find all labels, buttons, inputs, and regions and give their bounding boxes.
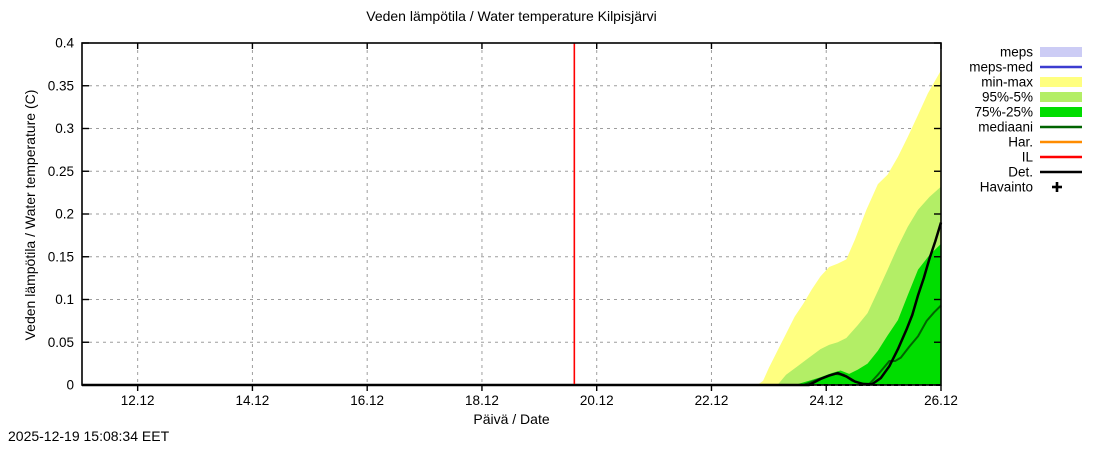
x-tick-label: 20.12 — [580, 393, 614, 408]
y-axis-label: Veden lämpötila / Water temperature (C) — [22, 89, 38, 341]
line-Det. — [82, 222, 943, 387]
x-tick-label: 24.12 — [809, 393, 843, 408]
legend-swatch-band — [1040, 107, 1082, 117]
y-tick-label: 0.4 — [55, 36, 74, 51]
legend-label-Har.: Har. — [1008, 135, 1033, 150]
legend-label-meps-med: meps-med — [969, 60, 1033, 75]
x-tick-label: 22.12 — [695, 393, 729, 408]
x-tick-label: 16.12 — [350, 393, 384, 408]
x-axis-label: Päivä / Date — [473, 411, 550, 427]
y-tick-label: 0.15 — [48, 249, 74, 264]
legend-label-95%-5%: 95%-5% — [982, 90, 1033, 105]
y-tick-label: 0.1 — [55, 292, 74, 307]
legend-label-min-max: min-max — [981, 75, 1033, 90]
y-tick-label: 0.2 — [55, 207, 74, 222]
legend-swatch-band — [1040, 47, 1082, 57]
legend-swatch-band — [1040, 77, 1082, 87]
y-tick-label: 0.05 — [48, 335, 74, 350]
band-95%-5% — [82, 186, 941, 385]
band-min-max — [82, 70, 941, 386]
legend-label-75%-25%: 75%-25% — [974, 105, 1033, 120]
y-tick-label: 0.25 — [48, 164, 74, 179]
chart-title: Veden lämpötila / Water temperature Kilp… — [366, 8, 657, 24]
legend-label-meps: meps — [1000, 45, 1033, 60]
legend-label-IL: IL — [1022, 150, 1034, 165]
legend-label-Det.: Det. — [1008, 165, 1033, 180]
y-tick-label: 0.3 — [55, 121, 74, 136]
x-tick-label: 18.12 — [465, 393, 499, 408]
legend-label-mediaani: mediaani — [978, 120, 1033, 135]
x-tick-label: 14.12 — [236, 393, 270, 408]
x-tick-label: 26.12 — [924, 393, 958, 408]
legend-swatch-band — [1040, 92, 1082, 102]
x-tick-label: 12.12 — [121, 393, 155, 408]
legend-label-Havainto: Havainto — [980, 180, 1033, 195]
y-tick-label: 0.35 — [48, 78, 74, 93]
y-tick-label: 0 — [66, 378, 74, 393]
legend-swatch-plus-marker — [1052, 182, 1062, 192]
plot-timestamp: 2025-12-19 15:08:34 EET — [8, 428, 170, 444]
